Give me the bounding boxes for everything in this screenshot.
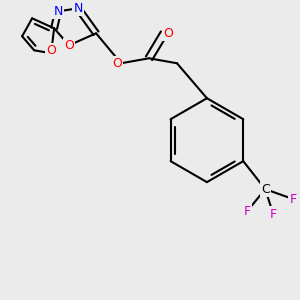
Text: F: F <box>290 193 297 206</box>
Text: N: N <box>74 2 83 15</box>
Text: F: F <box>244 205 251 218</box>
Text: O: O <box>46 44 56 57</box>
Text: O: O <box>112 57 122 70</box>
Text: O: O <box>163 27 173 40</box>
Text: F: F <box>270 208 277 220</box>
Text: C: C <box>261 183 270 196</box>
Text: O: O <box>64 39 74 52</box>
Text: N: N <box>53 5 63 18</box>
